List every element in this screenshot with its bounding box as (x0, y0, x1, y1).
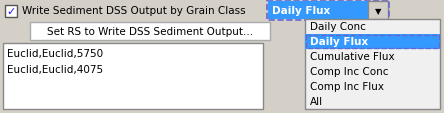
Text: All: All (310, 97, 323, 107)
Bar (268, 2, 368, 20)
Text: Comp Inc Conc: Comp Inc Conc (310, 67, 388, 77)
Bar (267, 1, 389, 21)
Text: Daily Flux: Daily Flux (272, 6, 330, 16)
Bar (368, 2, 388, 20)
Text: Daily Flux: Daily Flux (310, 37, 368, 47)
Bar (306, 36, 439, 49)
Text: Euclid,Euclid,4075: Euclid,Euclid,4075 (7, 64, 103, 74)
Bar (305, 20, 440, 109)
Text: Write Sediment DSS Output by Grain Class: Write Sediment DSS Output by Grain Class (22, 6, 246, 16)
Bar (3, 44, 263, 109)
Bar (305, 35, 440, 50)
Text: Comp Inc Flux: Comp Inc Flux (310, 82, 384, 92)
Text: ✓: ✓ (6, 7, 16, 17)
Text: Set RS to Write DSS Sediment Output...: Set RS to Write DSS Sediment Output... (47, 27, 253, 37)
Text: ▼: ▼ (375, 7, 381, 16)
Text: Daily Conc: Daily Conc (310, 22, 366, 32)
Text: Euclid,Euclid,5750: Euclid,Euclid,5750 (7, 49, 103, 59)
Bar (5, 6, 17, 18)
Bar (30, 23, 270, 41)
Text: Cumulative Flux: Cumulative Flux (310, 52, 395, 62)
